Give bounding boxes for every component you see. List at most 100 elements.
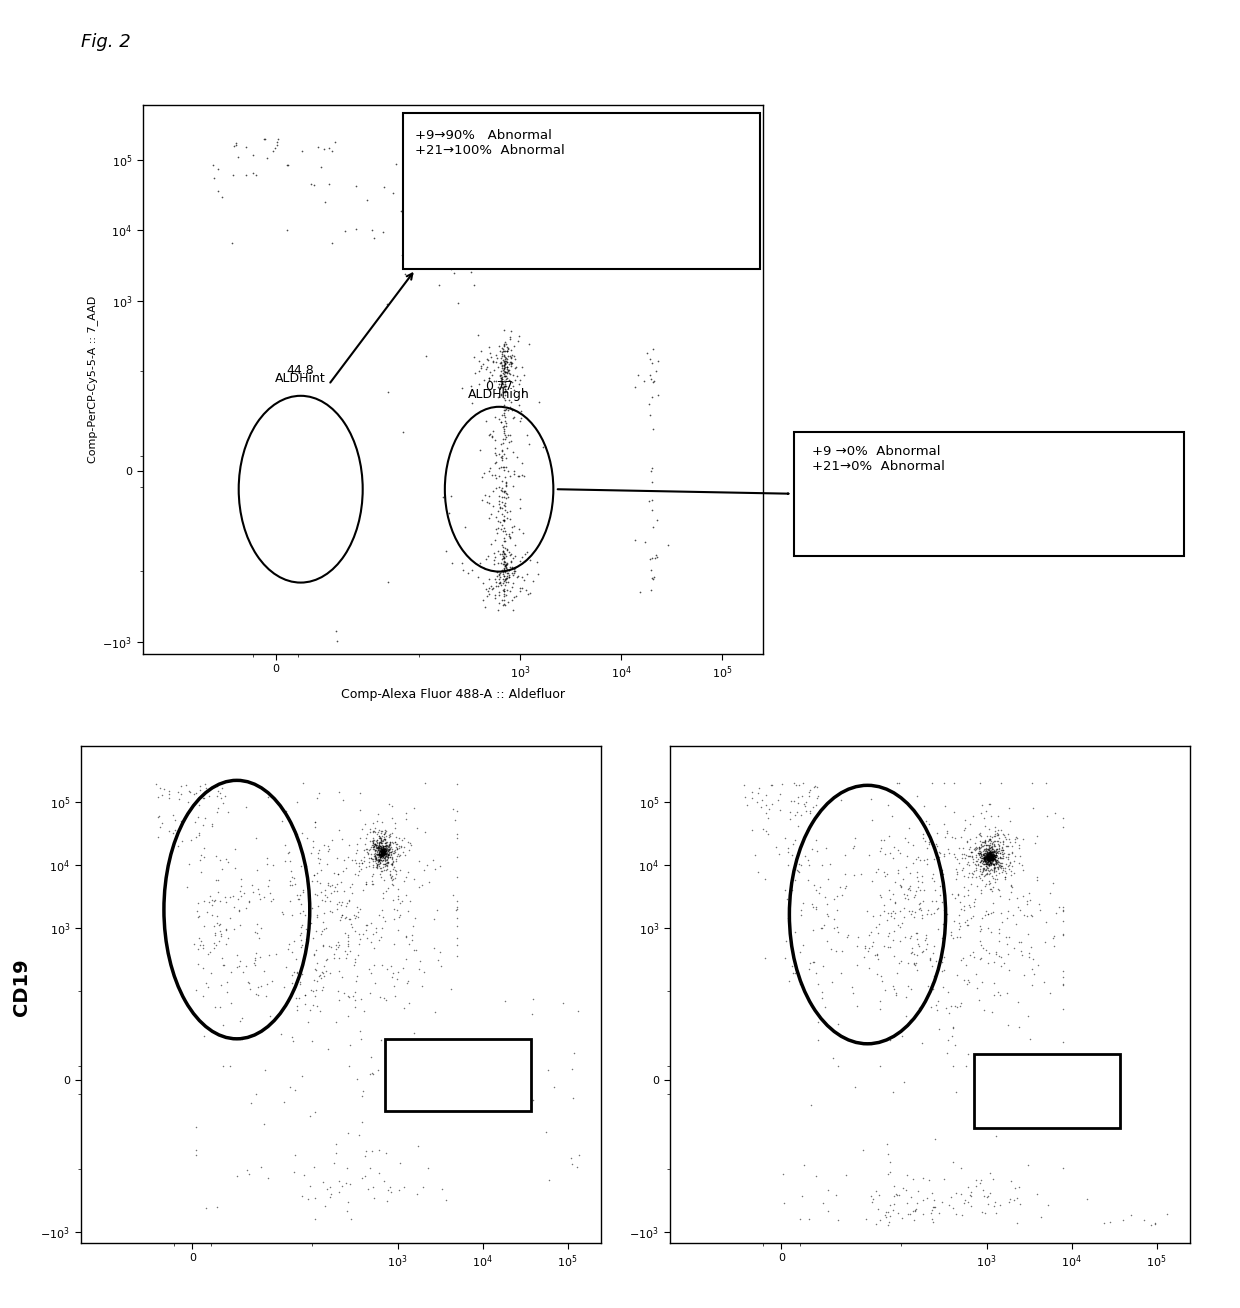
Point [284, 980, 304, 1001]
Point [371, 828, 391, 849]
Point [972, 972, 992, 993]
Point [366, 844, 386, 865]
Point [980, 848, 999, 869]
Point [517, 542, 537, 562]
Point [985, 857, 1004, 878]
Point [921, 1209, 941, 1230]
Point [374, 838, 394, 859]
Point [361, 1046, 381, 1067]
Point [477, 169, 497, 190]
Point [978, 904, 998, 925]
Point [980, 848, 999, 869]
Point [186, 782, 206, 803]
Point [641, 559, 661, 579]
Point [978, 844, 998, 865]
Point [477, 167, 497, 188]
Point [966, 850, 986, 871]
Point [972, 836, 992, 857]
Point [985, 841, 1004, 862]
Point [978, 846, 998, 867]
Point [495, 510, 515, 531]
Point [913, 891, 932, 912]
Point [889, 952, 909, 973]
Point [471, 169, 491, 190]
Point [398, 971, 418, 991]
Point [404, 158, 424, 179]
Point [960, 863, 980, 884]
Point [332, 1176, 352, 1197]
Point [388, 888, 408, 909]
Point [373, 840, 393, 861]
Point [977, 845, 997, 866]
Point [342, 850, 362, 871]
Point [382, 967, 402, 988]
Point [281, 964, 301, 985]
Point [901, 1186, 921, 1207]
Point [784, 790, 804, 811]
Point [494, 336, 513, 357]
Point [491, 365, 511, 386]
Point [977, 853, 997, 874]
Point [187, 906, 207, 927]
Point [208, 781, 228, 802]
Point [367, 829, 387, 850]
Point [790, 854, 810, 875]
Point [980, 870, 999, 891]
Point [376, 837, 396, 858]
Point [997, 836, 1017, 857]
Point [377, 825, 397, 846]
Point [647, 385, 667, 405]
Point [863, 1189, 883, 1210]
Point [491, 497, 511, 518]
Point [427, 216, 446, 237]
Point [511, 407, 531, 428]
Point [388, 1180, 408, 1201]
Point [495, 481, 515, 502]
Point [451, 228, 471, 249]
Point [909, 846, 929, 867]
Point [356, 1146, 376, 1167]
Point [937, 1042, 957, 1063]
Point [212, 778, 232, 799]
Point [1004, 832, 1024, 853]
Point [408, 211, 428, 232]
Point [957, 914, 977, 935]
Point [930, 841, 950, 862]
Point [246, 950, 265, 971]
Point [363, 1176, 383, 1197]
Point [295, 994, 315, 1015]
Point [977, 850, 997, 871]
Point [954, 838, 973, 859]
Point [980, 846, 999, 867]
Point [294, 1165, 314, 1186]
Point [981, 845, 1001, 866]
Point [290, 889, 310, 910]
Point [368, 849, 388, 870]
Point [981, 849, 1001, 870]
Point [213, 1014, 233, 1035]
Point [371, 838, 391, 859]
Point [977, 848, 997, 869]
Point [859, 938, 879, 959]
Point [368, 844, 388, 865]
Point [475, 160, 495, 181]
Point [980, 848, 999, 869]
Point [283, 1031, 303, 1052]
Point [496, 381, 516, 402]
Point [982, 848, 1002, 869]
Point [1002, 842, 1022, 863]
Point [412, 173, 432, 194]
Point [785, 870, 805, 891]
Point [373, 844, 393, 865]
Point [368, 849, 388, 870]
Point [975, 844, 994, 865]
Point [815, 887, 835, 908]
Point [971, 844, 991, 865]
Point [980, 842, 999, 863]
Point [372, 841, 392, 862]
Point [486, 530, 506, 551]
Point [368, 803, 388, 824]
Point [991, 947, 1011, 968]
Point [976, 854, 996, 875]
Point [866, 1214, 885, 1235]
